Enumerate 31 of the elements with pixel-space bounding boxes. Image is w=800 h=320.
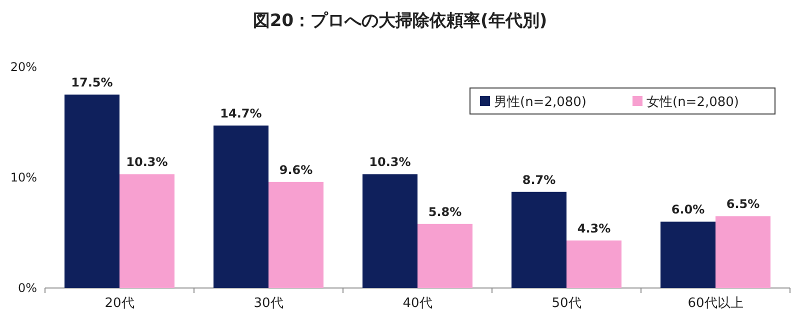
data-label: 14.7% xyxy=(220,106,262,121)
data-label: 4.3% xyxy=(577,221,611,236)
x-tick-label: 30代 xyxy=(254,296,284,311)
bar xyxy=(120,174,174,288)
data-label: 10.3% xyxy=(126,155,168,170)
bar xyxy=(716,216,770,288)
chart-title: 図20：プロへの大掃除依頼率(年代別) xyxy=(252,11,548,31)
data-label: 10.3% xyxy=(369,155,411,170)
legend-label: 女性(n=2,080) xyxy=(646,95,739,110)
data-label: 6.5% xyxy=(726,197,760,212)
data-label: 8.7% xyxy=(522,172,556,187)
y-tick-label: 20% xyxy=(10,60,37,74)
bar xyxy=(214,126,268,288)
bar xyxy=(64,94,120,288)
x-tick-label: 50代 xyxy=(552,296,582,311)
data-label: 5.8% xyxy=(428,204,462,219)
bar xyxy=(660,222,716,288)
y-tick-label: 10% xyxy=(10,170,37,184)
data-label: 9.6% xyxy=(279,162,313,177)
x-tick-label: 60代以上 xyxy=(688,296,744,311)
x-tick-label: 40代 xyxy=(402,296,432,311)
y-tick-label: 0% xyxy=(18,281,37,295)
data-label: 17.5% xyxy=(71,76,113,90)
bar xyxy=(418,224,472,288)
bar xyxy=(512,192,566,288)
bar xyxy=(362,174,418,288)
x-tick-label: 20代 xyxy=(104,296,134,311)
legend-label: 男性(n=2,080) xyxy=(494,95,586,110)
data-label: 6.0% xyxy=(671,202,705,217)
bar xyxy=(268,182,324,288)
bar xyxy=(566,240,622,288)
